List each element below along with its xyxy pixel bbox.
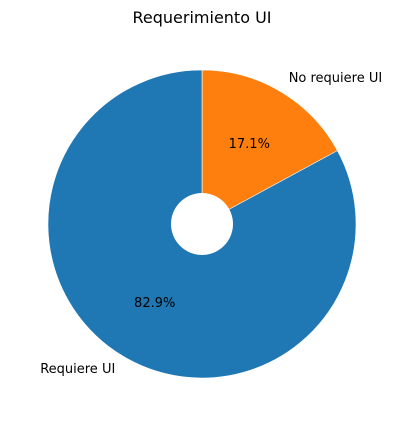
percent-label-1: 17.1% xyxy=(229,137,270,152)
slice-label-1: No requiere UI xyxy=(289,71,383,86)
percent-label-2: 82.9% xyxy=(134,296,175,311)
chart-title: Requerimiento UI xyxy=(133,8,272,27)
pie-slice-1 xyxy=(201,69,338,225)
slice-label-2: Requiere UI xyxy=(40,362,115,377)
donut-hole xyxy=(171,193,233,255)
pie-labels: No requiere UI 17.1% Requiere UI 82.9% xyxy=(40,71,382,377)
